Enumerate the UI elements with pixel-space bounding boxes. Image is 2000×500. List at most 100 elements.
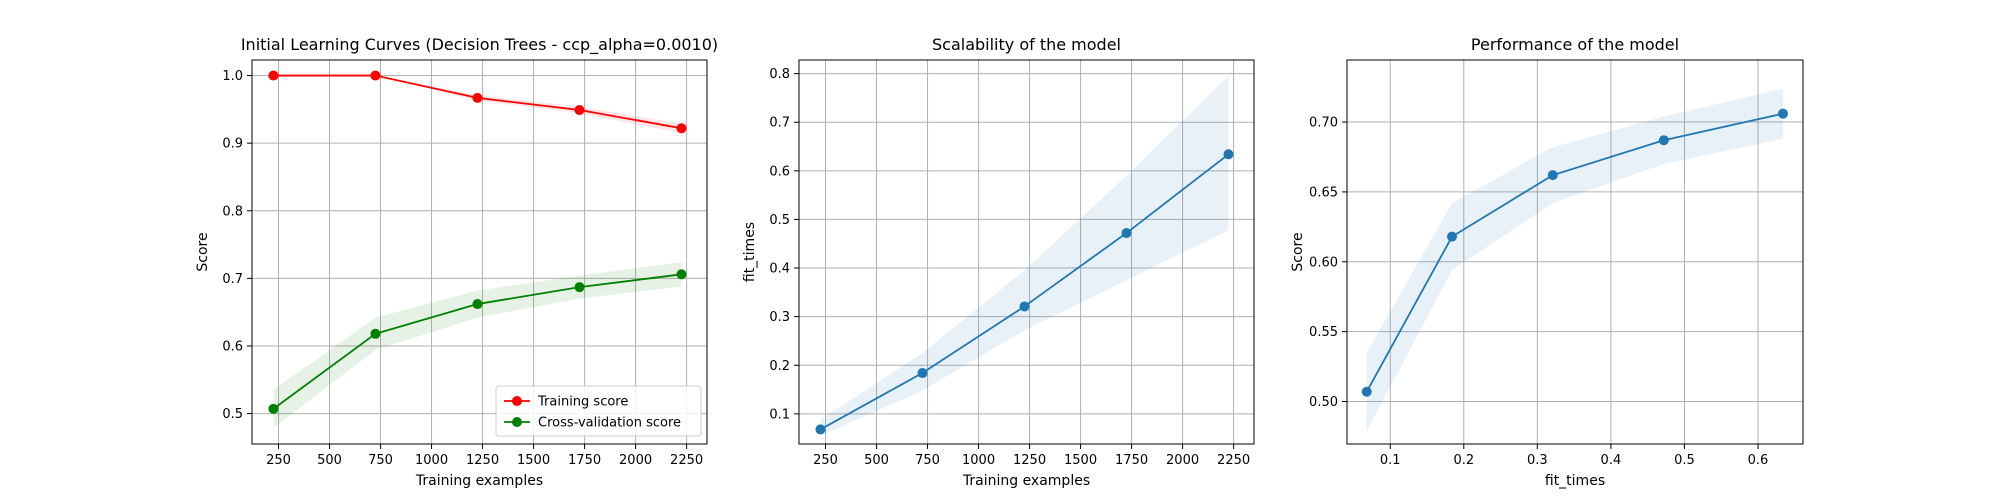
legend-marker bbox=[512, 396, 522, 406]
data-point bbox=[472, 299, 483, 310]
y-tick-label: 0.5 bbox=[222, 407, 243, 422]
series-1 bbox=[268, 70, 687, 134]
axes-frame bbox=[251, 59, 708, 445]
y-tick-label: 0.60 bbox=[1309, 255, 1338, 270]
x-tick-label: 1000 bbox=[415, 453, 448, 468]
panels: 250 500 750 1000 1250 1500 1750 2000 22500.50.60… bbox=[195, 35, 1804, 489]
y-tick-label: 0.6 bbox=[222, 339, 243, 354]
x-tick-label: 2250 bbox=[1217, 453, 1250, 468]
x-tick-label: 1250 bbox=[1013, 453, 1046, 468]
x-tick-label: 1250 bbox=[466, 453, 499, 468]
x-tick-label: 1750 bbox=[1115, 453, 1148, 468]
x-tick-label: 1500 bbox=[1064, 453, 1097, 468]
data-point bbox=[268, 70, 279, 81]
y-tick-label: 0.6 bbox=[769, 164, 790, 179]
chart-title: Scalability of the model bbox=[932, 35, 1121, 54]
data-point bbox=[1019, 301, 1030, 312]
x-tick-label: 2000 bbox=[1166, 453, 1199, 468]
legend-marker bbox=[512, 417, 522, 427]
grid bbox=[1347, 60, 1803, 444]
x-axis-label: Training examples bbox=[415, 473, 543, 489]
data-point bbox=[574, 282, 585, 293]
y-ticks: 0.1 0.2 0.3 0.4 0.5 0.6 0.7 0.8 bbox=[769, 67, 799, 422]
x-tick-label: 1000 bbox=[962, 453, 995, 468]
x-tick-label: 250 bbox=[813, 453, 838, 468]
x-tick-label: 500 bbox=[864, 453, 889, 468]
data-point bbox=[574, 105, 585, 116]
data-point bbox=[370, 70, 381, 81]
y-tick-label: 0.4 bbox=[769, 262, 790, 277]
data-point bbox=[676, 269, 687, 280]
x-tick-label: 500 bbox=[317, 453, 342, 468]
legend-label: Cross-validation score bbox=[538, 416, 681, 431]
y-tick-label: 0.2 bbox=[769, 359, 790, 374]
y-tick-label: 0.3 bbox=[769, 310, 790, 325]
y-tick-label: 1.0 bbox=[222, 69, 243, 84]
x-tick-label: 2250 bbox=[670, 453, 703, 468]
legend-frame bbox=[495, 385, 702, 437]
x-tick-label: 0.1 bbox=[1380, 453, 1401, 468]
data-point bbox=[1658, 135, 1669, 146]
y-tick-label: 0.50 bbox=[1309, 395, 1338, 410]
data-point bbox=[676, 123, 687, 134]
y-axis-label: Score bbox=[1290, 232, 1306, 271]
data-point bbox=[1777, 108, 1788, 119]
data-point bbox=[1361, 386, 1372, 397]
x-tick-label: 1750 bbox=[568, 453, 601, 468]
y-tick-label: 0.7 bbox=[222, 272, 243, 287]
data-point bbox=[1121, 228, 1132, 239]
data-point bbox=[472, 92, 483, 103]
data-point bbox=[1547, 170, 1558, 181]
confidence-band bbox=[820, 76, 1229, 436]
chart-title: Initial Learning Curves (Decision Trees … bbox=[241, 35, 718, 55]
y-tick-label: 0.9 bbox=[222, 137, 243, 152]
axes-frame bbox=[1346, 59, 1804, 445]
y-tick-label: 0.8 bbox=[769, 67, 790, 82]
x-axis-label: fit_times bbox=[1545, 473, 1605, 489]
axes-frame bbox=[798, 59, 1255, 445]
y-tick-label: 0.65 bbox=[1309, 185, 1338, 200]
series-1 bbox=[815, 76, 1234, 436]
y-tick-label: 0.1 bbox=[769, 407, 790, 422]
grid bbox=[799, 60, 1254, 444]
data-point bbox=[268, 403, 279, 414]
x-tick-label: 0.5 bbox=[1674, 453, 1695, 468]
chart-title: Performance of the model bbox=[1471, 35, 1679, 54]
x-ticks: 250 500 750 1000 1250 1500 1750 2000 2250 bbox=[813, 444, 1250, 468]
x-tick-label: 0.4 bbox=[1601, 453, 1622, 468]
y-tick-label: 0.5 bbox=[769, 213, 790, 228]
legend: Training score Cross-validation score bbox=[495, 385, 702, 437]
x-tick-label: 0.6 bbox=[1748, 453, 1769, 468]
x-tick-label: 1500 bbox=[517, 453, 550, 468]
y-tick-label: 0.8 bbox=[222, 204, 243, 219]
y-tick-label: 0.7 bbox=[769, 116, 790, 131]
data-point bbox=[1223, 149, 1234, 160]
x-tick-label: 750 bbox=[915, 453, 940, 468]
legend-item: Cross-validation score bbox=[504, 416, 681, 431]
x-axis-label: Training examples bbox=[962, 473, 1090, 489]
data-point bbox=[917, 368, 928, 379]
y-ticks: 0.50 0.55 0.60 0.65 0.70 bbox=[1309, 116, 1347, 410]
x-tick-label: 0.3 bbox=[1527, 453, 1548, 468]
data-point bbox=[815, 424, 826, 435]
chart-panel-3: 0.1 0.2 0.3 0.4 0.5 0.6 0.50 0.55 0.60 0.65 0.70 Pe… bbox=[1290, 35, 1804, 489]
data-point bbox=[370, 328, 381, 339]
x-ticks: 250 500 750 1000 1250 1500 1750 2000 2250 bbox=[266, 444, 703, 468]
chart-panel-2: 250 500 750 1000 1250 1500 1750 2000 22500.10.20… bbox=[742, 35, 1255, 489]
x-tick-label: 250 bbox=[266, 453, 291, 468]
y-axis-label: fit_times bbox=[742, 222, 758, 282]
legend-label: Training score bbox=[537, 395, 628, 410]
series-1 bbox=[1361, 88, 1788, 431]
x-tick-label: 2000 bbox=[619, 453, 652, 468]
legend-item: Training score bbox=[504, 395, 628, 410]
y-tick-label: 0.70 bbox=[1309, 116, 1338, 131]
y-tick-label: 0.55 bbox=[1309, 325, 1338, 340]
data-point bbox=[1447, 231, 1458, 242]
series-2 bbox=[268, 262, 687, 428]
x-tick-label: 0.2 bbox=[1453, 453, 1474, 468]
x-ticks: 0.1 0.2 0.3 0.4 0.5 0.6 bbox=[1380, 444, 1768, 468]
y-ticks: 0.5 0.6 0.7 0.8 0.9 1.0 bbox=[222, 69, 252, 422]
x-tick-label: 750 bbox=[368, 453, 393, 468]
